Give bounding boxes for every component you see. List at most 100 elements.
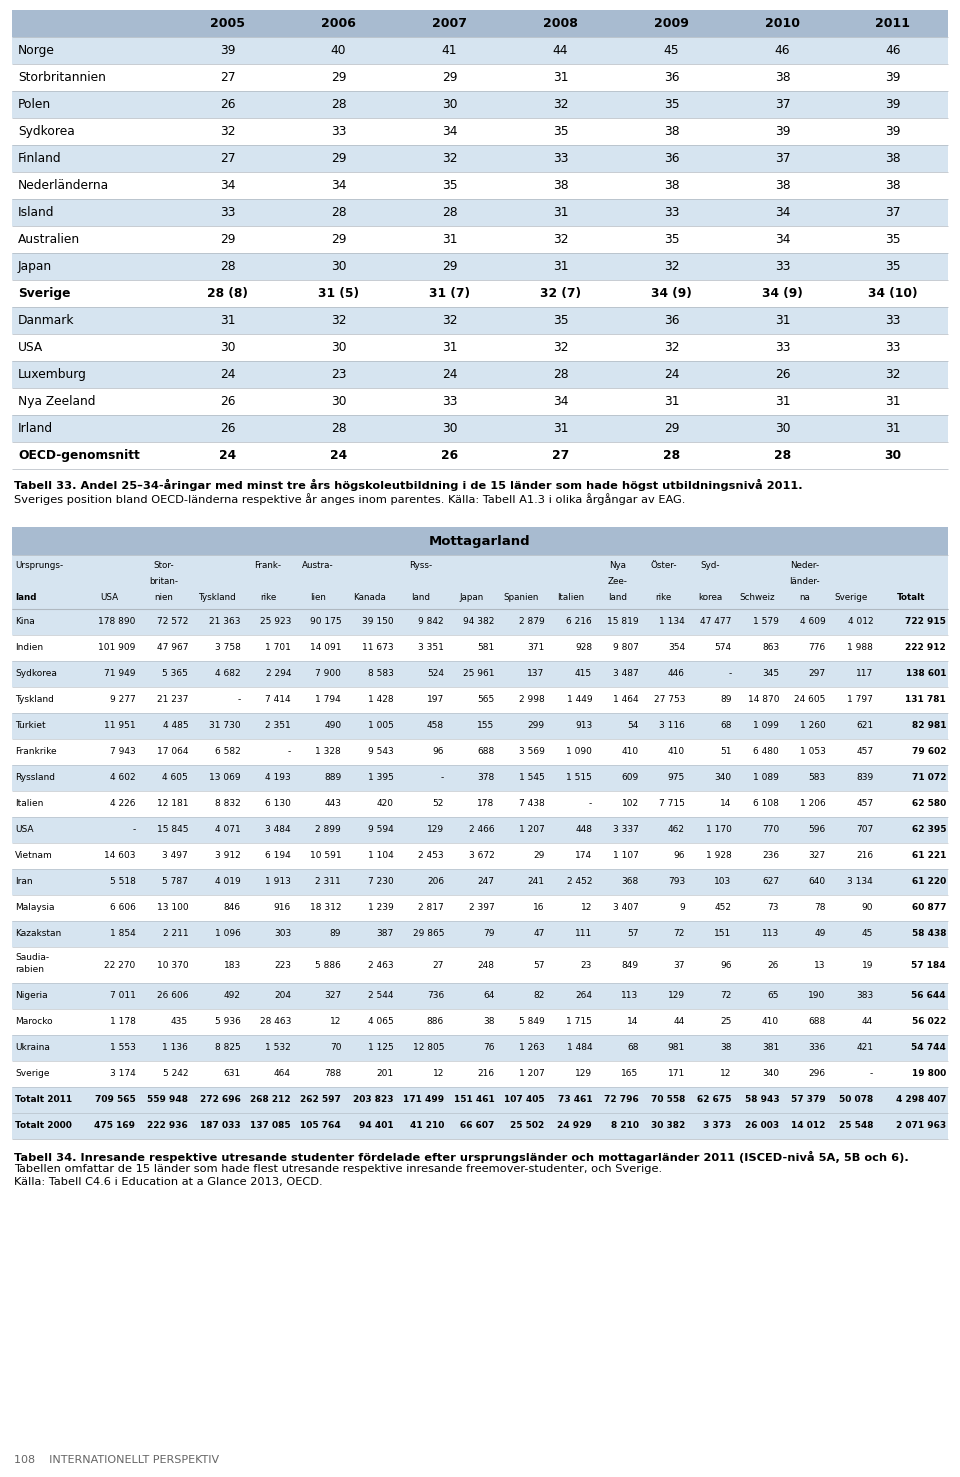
Text: 183: 183 (224, 960, 241, 969)
Text: 24: 24 (330, 449, 348, 462)
Text: Norge: Norge (18, 44, 55, 58)
Text: 46: 46 (775, 44, 790, 58)
Text: 30: 30 (442, 97, 457, 111)
Text: 32: 32 (331, 315, 347, 326)
Text: 66 607: 66 607 (460, 1121, 494, 1130)
Text: 31: 31 (775, 315, 790, 326)
Text: 10 591: 10 591 (310, 852, 341, 861)
Text: 886: 886 (427, 1018, 444, 1027)
Text: 336: 336 (808, 1043, 826, 1053)
Text: Indien: Indien (15, 644, 43, 653)
Text: 72 796: 72 796 (604, 1096, 638, 1105)
Text: 31 730: 31 730 (209, 721, 241, 731)
Text: 32: 32 (442, 152, 457, 165)
Text: 33: 33 (553, 152, 568, 165)
Text: 178 890: 178 890 (98, 617, 135, 626)
Text: 1 715: 1 715 (566, 1018, 592, 1027)
Text: 151: 151 (714, 929, 732, 938)
Text: -: - (288, 747, 291, 756)
Text: 37: 37 (885, 205, 900, 219)
Text: 190: 190 (808, 991, 826, 1000)
Text: 30: 30 (331, 394, 347, 408)
Text: 1 701: 1 701 (265, 644, 291, 653)
Text: 26: 26 (775, 368, 790, 381)
Text: britan-: britan- (150, 578, 179, 586)
Text: 34 (9): 34 (9) (651, 287, 692, 300)
Text: 383: 383 (856, 991, 874, 1000)
Text: 222 936: 222 936 (148, 1121, 188, 1130)
Text: Austra-: Austra- (302, 561, 334, 570)
Text: 7 011: 7 011 (109, 991, 135, 1000)
Text: Storbritannien: Storbritannien (18, 71, 106, 84)
Text: 113: 113 (621, 991, 638, 1000)
Bar (12, 687, 948, 713)
Text: 3 337: 3 337 (612, 826, 638, 835)
Text: Kina: Kina (15, 617, 35, 626)
Text: 33: 33 (885, 341, 900, 354)
Text: 35: 35 (663, 97, 680, 111)
Text: 1 928: 1 928 (706, 852, 732, 861)
Text: 1 053: 1 053 (800, 747, 826, 756)
Text: 37: 37 (775, 152, 790, 165)
Bar (12, 118, 948, 145)
Text: 38: 38 (553, 179, 568, 192)
Text: 35: 35 (553, 126, 568, 137)
Text: 33: 33 (775, 260, 790, 273)
Text: 39: 39 (220, 44, 235, 58)
Text: 327: 327 (324, 991, 341, 1000)
Text: 12: 12 (720, 1069, 732, 1078)
Bar (12, 442, 948, 470)
Text: 3 569: 3 569 (518, 747, 544, 756)
Text: 9 543: 9 543 (369, 747, 394, 756)
Text: 2 998: 2 998 (518, 696, 544, 705)
Text: 39: 39 (775, 126, 790, 137)
Text: 14 091: 14 091 (310, 644, 341, 653)
Bar (12, 226, 948, 253)
Text: Syd-: Syd- (701, 561, 720, 570)
Text: Sveriges position bland OECD-länderna respektive år anges inom parentes. Källa: : Sveriges position bland OECD-länderna re… (14, 493, 685, 505)
Text: 770: 770 (762, 826, 780, 835)
Text: Kazakstan: Kazakstan (15, 929, 61, 938)
Text: 25 961: 25 961 (463, 669, 494, 678)
Text: 70 558: 70 558 (651, 1096, 685, 1105)
Text: 565: 565 (477, 696, 494, 705)
Text: 14 012: 14 012 (791, 1121, 826, 1130)
Text: 1 125: 1 125 (369, 1043, 394, 1053)
Text: 688: 688 (808, 1018, 826, 1027)
Text: 688: 688 (477, 747, 494, 756)
Text: 47: 47 (533, 929, 544, 938)
Text: 72: 72 (720, 991, 732, 1000)
Text: 68: 68 (720, 721, 732, 731)
Text: 2 351: 2 351 (265, 721, 291, 731)
Text: 1 239: 1 239 (369, 904, 394, 913)
Text: 137: 137 (527, 669, 544, 678)
Text: 31: 31 (775, 394, 790, 408)
Text: 60 877: 60 877 (911, 904, 946, 913)
Text: 35: 35 (553, 315, 568, 326)
Text: 1 104: 1 104 (369, 852, 394, 861)
Text: 6 216: 6 216 (566, 617, 592, 626)
Text: 4 602: 4 602 (109, 774, 135, 783)
Text: 14 870: 14 870 (748, 696, 780, 705)
Text: 7 230: 7 230 (369, 877, 394, 886)
Text: 452: 452 (714, 904, 732, 913)
Text: 6 194: 6 194 (265, 852, 291, 861)
Text: 248: 248 (477, 960, 494, 969)
Text: 27: 27 (220, 152, 235, 165)
Text: 31: 31 (885, 422, 900, 436)
Text: 621: 621 (856, 721, 874, 731)
Text: 11 951: 11 951 (104, 721, 135, 731)
Text: 1 532: 1 532 (265, 1043, 291, 1053)
Text: 57: 57 (533, 960, 544, 969)
Text: 36: 36 (663, 152, 680, 165)
Text: 31: 31 (663, 394, 680, 408)
Text: 381: 381 (762, 1043, 780, 1053)
Text: 49: 49 (814, 929, 826, 938)
Text: 1 545: 1 545 (518, 774, 544, 783)
Text: Sverige: Sverige (15, 1069, 50, 1078)
Text: 94 382: 94 382 (463, 617, 494, 626)
Text: 1 515: 1 515 (566, 774, 592, 783)
Text: 889: 889 (324, 774, 341, 783)
Text: 2005: 2005 (210, 18, 245, 30)
Text: 421: 421 (856, 1043, 874, 1053)
